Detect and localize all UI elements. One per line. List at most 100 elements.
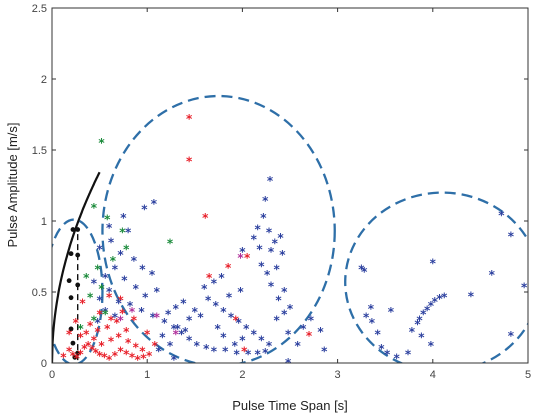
tick-layer: 0 1 2 3 4 5 0 0.5 1 1.5 2 2.5 xyxy=(32,3,531,381)
data-point-red: * xyxy=(125,336,132,350)
data-point-red: * xyxy=(114,316,121,330)
data-point-blue: * xyxy=(441,291,448,305)
data-point-blue: * xyxy=(498,208,505,222)
data-point-red: * xyxy=(108,335,115,349)
data-point-blue: * xyxy=(266,225,273,239)
data-point-black xyxy=(75,350,81,356)
data-point-blue: * xyxy=(254,347,261,361)
data-point-red: * xyxy=(241,345,248,359)
data-point-blue: * xyxy=(245,347,252,361)
data-point-magenta: * xyxy=(237,251,244,265)
data-point-blue: * xyxy=(192,305,199,319)
data-point-red: * xyxy=(66,328,73,342)
y-axis-label: Pulse Amplitude [m/s] xyxy=(5,123,20,248)
data-point-blue: * xyxy=(268,245,275,259)
x-tick-label: 4 xyxy=(430,369,436,381)
data-point-blue: * xyxy=(268,279,275,293)
x-tick-label: 0 xyxy=(49,369,55,381)
data-point-red: * xyxy=(112,349,119,363)
data-point-blue: * xyxy=(142,291,149,305)
data-point-magenta: * xyxy=(173,328,180,342)
data-point-blue: * xyxy=(173,302,180,316)
data-point-black xyxy=(66,278,72,284)
data-layer: ******* *********** * * * * * * ** * * * * * * * ** * * ***… xyxy=(52,94,528,370)
data-point-red: * xyxy=(66,345,73,359)
data-point-red: * xyxy=(87,319,94,333)
data-point-blue: * xyxy=(102,305,109,319)
data-point-blue: * xyxy=(254,223,261,237)
data-point-blue: * xyxy=(151,197,158,211)
data-point-blue: * xyxy=(436,292,443,306)
data-point-blue: * xyxy=(287,302,294,316)
data-point-green: * xyxy=(102,308,109,322)
data-point-blue: * xyxy=(281,308,288,322)
data-point-blue: * xyxy=(161,316,168,330)
data-point-green: * xyxy=(77,322,84,336)
y-tick-label: 2 xyxy=(41,74,47,86)
data-point-blue: * xyxy=(279,248,286,262)
data-point-blue: * xyxy=(178,328,185,342)
data-point-blue: * xyxy=(374,328,381,342)
data-point-blue: * xyxy=(416,313,423,327)
data-point-red: * xyxy=(152,339,159,353)
data-point-blue: * xyxy=(361,265,368,279)
data-point-blue: * xyxy=(228,311,235,325)
data-point-blue: * xyxy=(138,305,145,319)
data-point-blue: * xyxy=(508,230,515,244)
data-point-magenta: * xyxy=(117,313,124,327)
data-point-blue: * xyxy=(243,322,250,336)
data-point-red: * xyxy=(146,349,153,363)
data-point-green: * xyxy=(87,291,94,305)
x-tick-label: 1 xyxy=(144,369,150,381)
data-point-blue: * xyxy=(428,339,435,353)
data-point-blue: * xyxy=(262,346,269,360)
data-point-blue: * xyxy=(155,345,162,359)
y-tick-label: 2.5 xyxy=(32,3,47,15)
data-point-red: * xyxy=(202,211,209,225)
data-point-blue: * xyxy=(201,282,208,296)
data-point-red: * xyxy=(144,328,151,342)
data-point-blue: * xyxy=(285,356,292,370)
data-point-green: * xyxy=(119,225,126,239)
data-point-red: * xyxy=(123,325,130,339)
data-point-blue: * xyxy=(489,268,496,282)
data-point-black xyxy=(68,295,74,301)
data-point-red: * xyxy=(79,296,86,310)
data-point-blue: * xyxy=(235,316,242,330)
data-point-red: * xyxy=(140,352,147,366)
data-point-blue: * xyxy=(220,330,227,344)
y-tick-label: 1 xyxy=(41,216,47,228)
data-point-red: * xyxy=(123,347,130,361)
data-point-blue: * xyxy=(405,347,412,361)
data-point-blue: * xyxy=(121,274,128,288)
data-point-blue: * xyxy=(154,285,161,299)
data-point-blue: * xyxy=(159,330,166,344)
data-point-red: * xyxy=(117,294,124,308)
data-point-blue: * xyxy=(432,295,439,309)
plot-background xyxy=(52,8,528,363)
data-point-blue: * xyxy=(133,282,140,296)
data-point-blue: * xyxy=(251,328,258,342)
data-point-blue: * xyxy=(194,339,201,353)
data-point-blue: * xyxy=(414,318,421,332)
data-point-red: * xyxy=(85,339,92,353)
data-point-blue: * xyxy=(149,268,156,282)
data-point-green: * xyxy=(110,254,117,268)
data-point-blue: * xyxy=(218,271,225,285)
data-point-red: * xyxy=(119,306,126,320)
data-point-blue: * xyxy=(260,211,267,225)
data-point-blue: * xyxy=(102,271,109,285)
data-point-blue: * xyxy=(275,294,282,308)
data-point-blue: * xyxy=(112,262,119,276)
data-point-red: * xyxy=(139,345,146,359)
data-point-blue: * xyxy=(167,339,174,353)
data-point-blue: * xyxy=(363,311,370,325)
data-point-blue: * xyxy=(266,339,273,353)
data-point-blue: * xyxy=(274,262,281,276)
data-point-blue: * xyxy=(117,248,124,262)
data-point-red: * xyxy=(129,350,136,364)
data-point-red: * xyxy=(101,350,108,364)
data-point-red: * xyxy=(83,328,90,342)
y-tick-label: 0 xyxy=(41,358,47,370)
data-point-blue: * xyxy=(256,242,263,256)
